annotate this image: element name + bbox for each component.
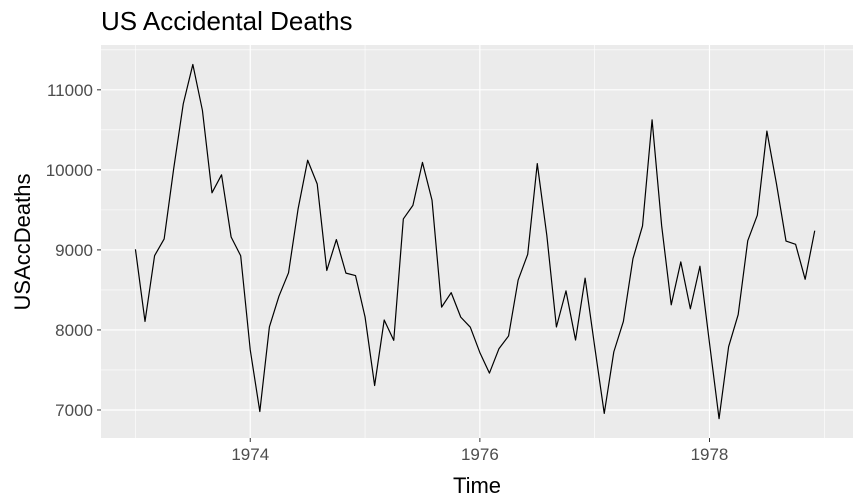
plot-panel [101, 45, 853, 438]
y-tick-label: 11000 [47, 81, 93, 100]
major-gridlines [101, 45, 853, 438]
x-tick-label: 1974 [231, 445, 269, 464]
y-tick-label: 7000 [55, 401, 93, 420]
x-axis-ticks: 1974 1976 1978 [231, 438, 728, 464]
series-line [134, 63, 816, 420]
y-axis-ticks: 7000 8000 9000 10000 11000 [46, 81, 101, 420]
y-tick-label: 10000 [46, 161, 93, 180]
x-tick-label: 1976 [461, 445, 499, 464]
chart-title: US Accidental Deaths [101, 6, 352, 36]
y-axis-title: USAccDeaths [10, 174, 35, 311]
y-tick-label: 8000 [55, 321, 93, 340]
x-tick-label: 1978 [691, 445, 729, 464]
y-tick-label: 9000 [55, 241, 93, 260]
x-axis-title: Time [453, 473, 501, 498]
minor-gridlines [101, 45, 853, 438]
